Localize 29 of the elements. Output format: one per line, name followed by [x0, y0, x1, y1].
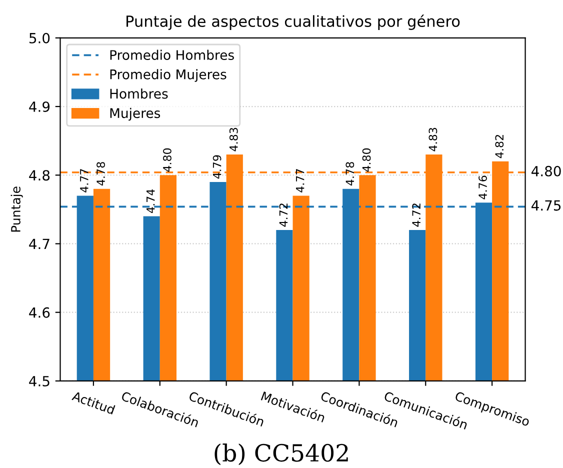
legend-label: Mujeres — [110, 108, 160, 121]
data-label: 4.80 — [362, 148, 371, 172]
data-label: 4.77 — [80, 169, 88, 192]
chart-title: Puntaje de aspectos cualitativos por género — [126, 14, 460, 30]
y-tick-label: 4.8 — [29, 170, 50, 181]
legend-label: Hombres — [110, 88, 168, 99]
y-axis-title: Puntaje — [10, 186, 23, 232]
text: (b) CC5402 — [214, 443, 348, 466]
y-tick-label: 5.0 — [30, 32, 50, 44]
legend-label: Promedio Hombres — [110, 50, 234, 60]
data-label: 4.78 — [346, 162, 354, 186]
data-label: 4.83 — [229, 128, 238, 152]
y-tick-label: 4.5 — [29, 376, 50, 386]
data-label: 4.74 — [146, 189, 155, 213]
data-label: 4.78 — [96, 162, 105, 186]
data-label: 4.77 — [296, 169, 304, 192]
data-label: 4.76 — [478, 176, 487, 200]
y-tick-label: 4.6 — [29, 307, 50, 318]
data-label: 4.80 — [163, 148, 172, 172]
text: 4.75 — [532, 200, 561, 211]
data-label: 4.79 — [212, 155, 222, 179]
y-tick-label: 4.7 — [29, 238, 50, 250]
data-label: 4.72 — [412, 204, 420, 227]
data-label: 4.82 — [495, 135, 504, 158]
data-label: 4.72 — [279, 204, 288, 227]
data-label: 4.83 — [428, 128, 438, 152]
y-tick-label: 4.9 — [29, 101, 50, 112]
text: 4.80 — [532, 166, 561, 176]
legend-label: Promedio Mujeres — [110, 69, 226, 82]
